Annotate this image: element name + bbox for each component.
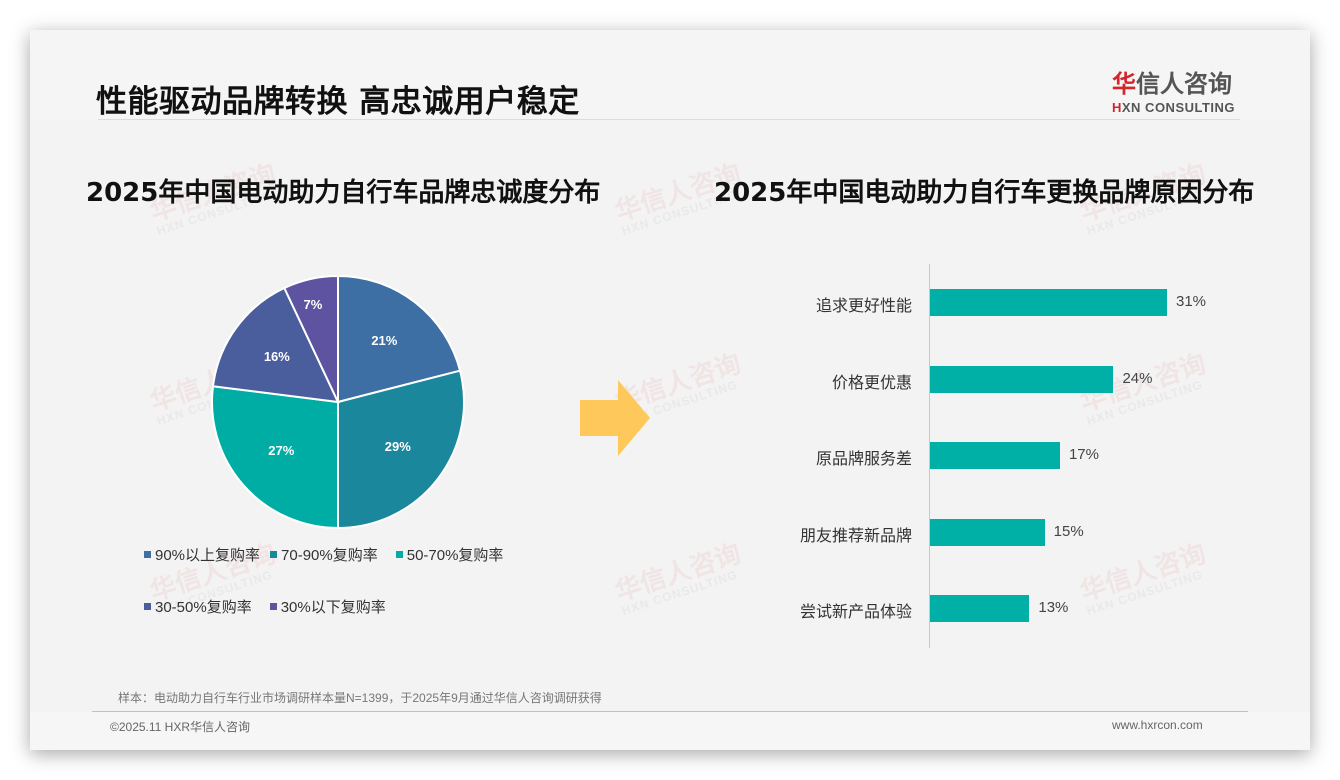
pie-slice-label: 21% <box>371 333 398 349</box>
logo-en-rest: XN CONSULTING <box>1121 100 1236 115</box>
pie-slice-label: 29% <box>384 439 411 455</box>
bar-row: 原品牌服务差 17% <box>730 442 1290 470</box>
bar-value-label: 31% <box>1176 293 1207 310</box>
pie-legend: 90%以上复购率 70-90%复购率 50-70%复购率 30-50%复购率 3… <box>144 544 564 648</box>
sample-footnote: 样本：电动助力自行车行业市场调研样本量N=1399，于2025年9月通过华信人咨… <box>118 691 602 705</box>
legend-swatch <box>269 603 277 610</box>
pie-slice <box>283 274 339 403</box>
bar <box>930 519 1045 546</box>
website-link[interactable]: www.hxrcon.com <box>1112 718 1203 732</box>
bar <box>930 595 1030 622</box>
pie-slice-label: 7% <box>303 297 323 313</box>
legend-swatch <box>144 551 151 558</box>
pie-slice <box>211 286 340 404</box>
bar-row: 价格更优惠 24% <box>730 366 1290 394</box>
pie-slice <box>337 274 462 404</box>
header-band <box>30 30 1310 120</box>
bar-row: 尝试新产品体验 13% <box>730 595 1290 623</box>
pie-chart-title: 2025年中国电动助力自行车品牌忠诚度分布 <box>86 178 601 208</box>
legend-swatch <box>270 551 278 558</box>
pie-slice-label: 16% <box>263 348 290 364</box>
legend-item: 30-50%复购率 <box>144 596 252 617</box>
bar-value-label: 15% <box>1053 523 1084 540</box>
bar-row: 追求更好性能 31% <box>730 289 1290 317</box>
page-title: 性能驱动品牌转换 高忠诚用户稳定 <box>96 84 580 120</box>
company-logo: 华信人咨询 HXN CONSULTING <box>1112 64 1242 115</box>
logo-cn-rest: 信人咨询 <box>1136 70 1232 98</box>
bar-value-label: 17% <box>1068 446 1099 463</box>
pie-svg <box>211 274 465 530</box>
header-divider <box>98 119 1240 120</box>
footer-divider <box>92 711 1248 712</box>
bar-category-label: 价格更优惠 <box>831 375 912 392</box>
bar-value-label: 13% <box>1038 599 1069 616</box>
pie-slice <box>337 369 465 530</box>
bar-category-label: 原品牌服务差 <box>815 451 912 468</box>
legend-swatch <box>144 603 151 610</box>
bar <box>930 442 1060 469</box>
report-slide: 性能驱动品牌转换 高忠诚用户稳定 华信人咨询 HXN CONSULTING 华信… <box>30 30 1310 750</box>
bar-chart-axis <box>929 264 930 648</box>
legend-item: 50-70%复购率 <box>395 544 503 565</box>
bar <box>930 366 1114 393</box>
logo-cn-first: 华 <box>1112 70 1136 98</box>
bar-row: 朋友推荐新品牌 15% <box>730 519 1290 547</box>
bar-category-label: 尝试新产品体验 <box>799 604 912 621</box>
bar-category-label: 朋友推荐新品牌 <box>799 528 912 545</box>
bar <box>930 289 1167 316</box>
pie-slice <box>211 385 339 530</box>
bar-value-label: 24% <box>1122 370 1153 387</box>
legend-item: 30%以下复购率 <box>269 596 386 617</box>
pie-slice-label: 27% <box>268 442 295 458</box>
logo-en-mark: H <box>1112 100 1122 115</box>
bar-category-label: 追求更好性能 <box>815 298 912 315</box>
arrow-right-icon <box>580 380 650 456</box>
loyalty-pie-chart: 21% 29% 27% 16% 7% <box>210 274 466 530</box>
copyright-text: ©2025.11 HXR华信人咨询 <box>110 720 250 734</box>
bar-chart-title: 2025年中国电动助力自行车更换品牌原因分布 <box>714 178 1255 208</box>
legend-item: 90%以上复购率 <box>144 544 260 565</box>
legend-item: 70-90%复购率 <box>270 544 378 565</box>
legend-swatch <box>395 551 403 558</box>
footer-band <box>30 712 1310 750</box>
